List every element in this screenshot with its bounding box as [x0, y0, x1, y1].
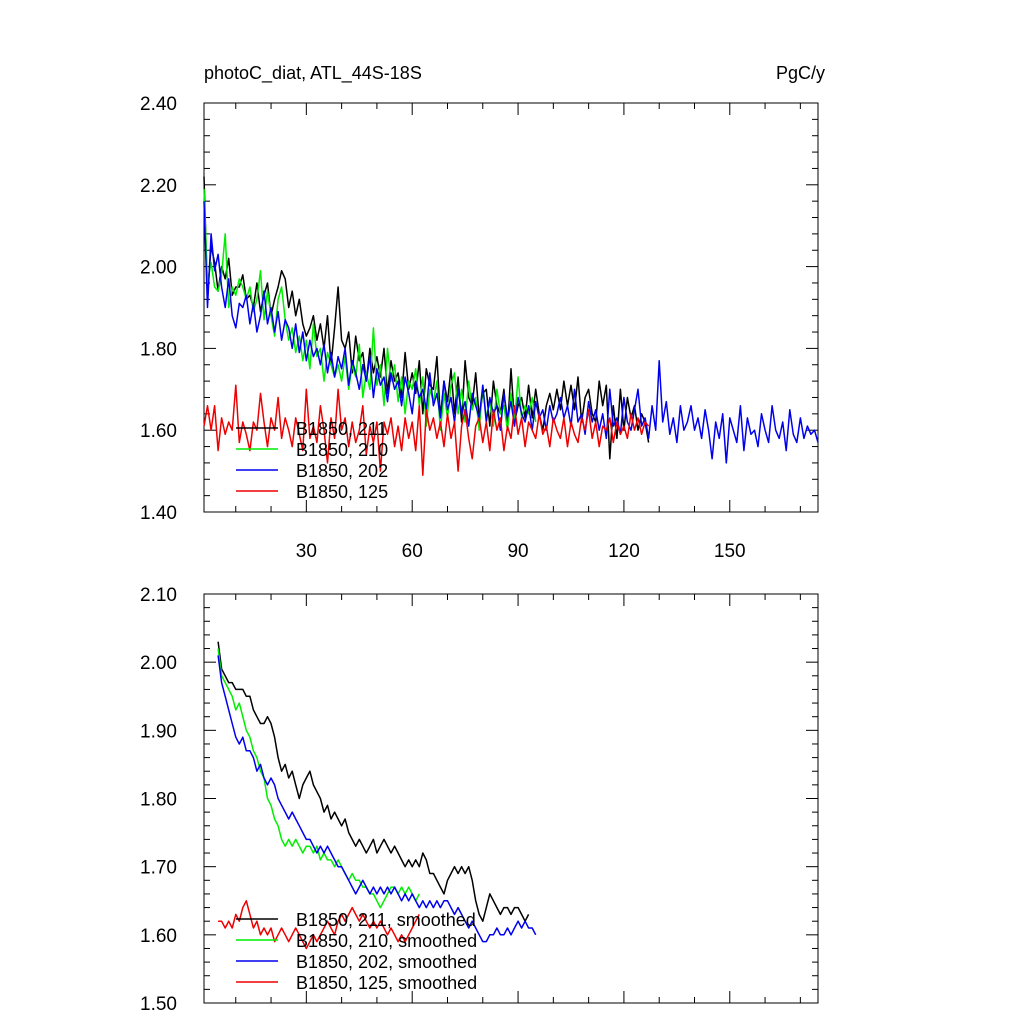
y-tick-label: 1.80 [140, 339, 177, 360]
legend-label: B1850, 211, smoothed [296, 910, 476, 930]
y-tick-label: 2.40 [140, 94, 177, 115]
series-line [217, 641, 530, 922]
y-tick-label: 2.10 [140, 585, 177, 606]
series-line [217, 655, 537, 943]
x-tick-label: 150 [714, 541, 746, 562]
x-tick-label: 30 [296, 541, 317, 562]
series-line [203, 188, 537, 431]
y-tick-label: 1.60 [140, 926, 177, 947]
legend-label: B1850, 202 [296, 461, 388, 481]
series-line [203, 201, 819, 464]
legend-label: B1850, 202, smoothed [296, 952, 477, 972]
legend-label: B1850, 125, smoothed [296, 973, 477, 993]
plot-units: PgC/y [775, 63, 825, 83]
y-tick-label: 1.40 [140, 503, 177, 524]
legend-label: B1850, 211 [296, 419, 387, 439]
legend-label: B1850, 125 [296, 482, 388, 502]
y-tick-label: 2.00 [140, 258, 177, 279]
legend-label: B1850, 210, smoothed [296, 931, 477, 951]
series-line [217, 648, 420, 909]
x-tick-label: 120 [608, 541, 640, 562]
x-tick-label: 90 [507, 541, 528, 562]
y-tick-label: 2.20 [140, 176, 177, 197]
x-tick-label: 60 [402, 541, 423, 562]
plot-frame [203, 102, 819, 513]
legend-label: B1850, 210 [296, 440, 388, 460]
series-line [203, 384, 650, 476]
y-tick-label: 1.60 [140, 421, 177, 442]
y-tick-label: 1.90 [140, 721, 177, 742]
plot-title: photoC_diat, ATL_44S-18S [204, 63, 422, 83]
y-tick-label: 2.00 [140, 653, 177, 674]
y-tick-label: 1.50 [140, 994, 177, 1015]
y-tick-label: 1.70 [140, 858, 177, 879]
y-tick-label: 1.80 [140, 790, 177, 811]
series-line [203, 176, 650, 460]
series-line [218, 900, 420, 950]
